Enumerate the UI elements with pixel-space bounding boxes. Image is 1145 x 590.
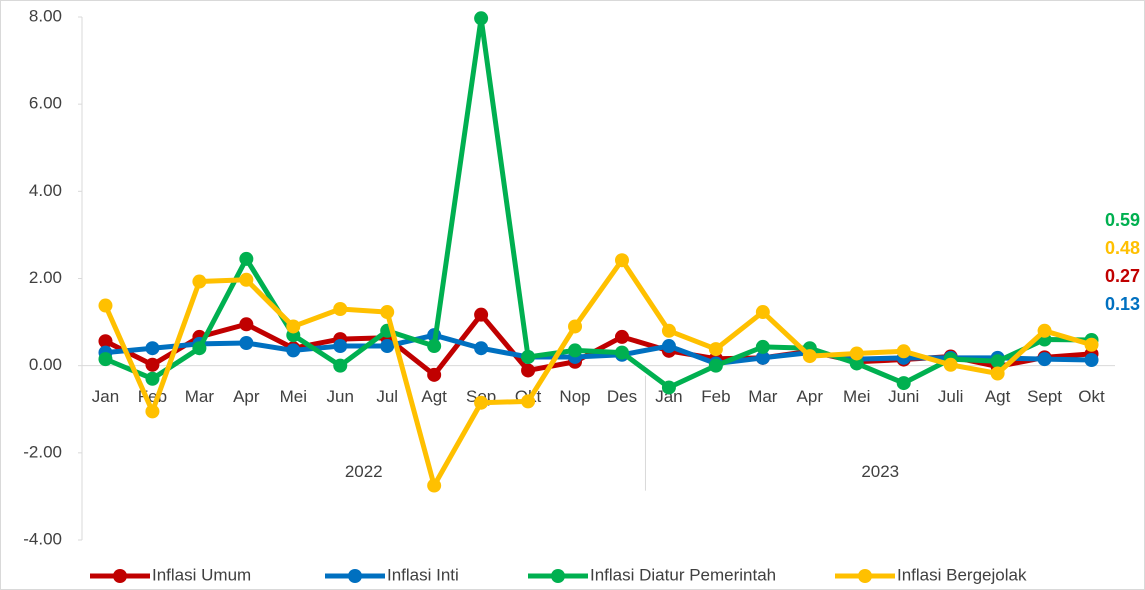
legend-label: Inflasi Inti (387, 565, 459, 584)
data-point (286, 319, 301, 334)
data-point (192, 341, 207, 356)
y-tick-label: -2.00 (23, 442, 62, 461)
x-tick-label: Agt (985, 387, 1011, 406)
data-point (708, 342, 723, 357)
data-point (990, 354, 1005, 369)
data-point (661, 323, 676, 338)
data-point (521, 363, 536, 378)
data-point (896, 376, 911, 391)
data-point (474, 395, 489, 410)
data-point (333, 358, 348, 373)
data-point (614, 329, 629, 344)
series-line (103, 257, 1093, 489)
data-point (380, 339, 395, 354)
y-tick-label: 0.00 (29, 355, 62, 374)
data-point (427, 478, 442, 493)
data-point (145, 357, 160, 372)
data-point (849, 346, 864, 361)
data-point (521, 349, 536, 364)
y-tick-label: 6.00 (29, 94, 62, 113)
data-point (849, 356, 864, 371)
data-point (943, 357, 958, 372)
legend-marker (113, 569, 127, 583)
x-tick-label: Sept (1027, 387, 1062, 406)
data-point (98, 298, 113, 313)
x-tick-label: Des (607, 387, 637, 406)
data-point (755, 305, 770, 320)
data-point (661, 339, 676, 354)
end-value-label: 0.27 (1105, 266, 1140, 286)
x-tick-label: Mei (280, 387, 307, 406)
data-point (192, 274, 207, 289)
x-tick-label: Apr (233, 387, 260, 406)
group-label: 2023 (861, 462, 899, 481)
legend-marker (348, 569, 362, 583)
end-value-label: 0.13 (1105, 294, 1140, 314)
x-tick-label: Mar (185, 387, 215, 406)
data-point (286, 343, 301, 358)
data-point (755, 339, 770, 354)
data-point (239, 251, 254, 266)
data-point (145, 404, 160, 419)
data-point (1037, 323, 1052, 338)
data-point (239, 336, 254, 351)
data-point (802, 349, 817, 364)
data-point (380, 305, 395, 320)
data-point (239, 272, 254, 287)
legend-marker (551, 569, 565, 583)
x-tick-label: Jan (92, 387, 119, 406)
x-tick-label: Jun (327, 387, 354, 406)
data-point (614, 253, 629, 268)
x-tick-label: Mei (843, 387, 870, 406)
data-point (755, 350, 770, 365)
x-tick-label: Jul (376, 387, 398, 406)
x-tick-label: Agt (421, 387, 447, 406)
y-tick-label: -4.00 (23, 529, 62, 548)
x-tick-label: Mar (748, 387, 778, 406)
legend-label: Inflasi Umum (152, 565, 251, 584)
y-tick-label: 8.00 (29, 6, 62, 25)
data-point (1084, 337, 1099, 352)
group-label: 2022 (345, 462, 383, 481)
x-tick-label: Okt (1078, 387, 1105, 406)
data-point (145, 371, 160, 386)
legend-label: Inflasi Bergejolak (897, 565, 1027, 584)
end-value-label: 0.48 (1105, 238, 1140, 258)
data-point (474, 11, 489, 26)
data-point (521, 394, 536, 409)
x-tick-label: Nop (559, 387, 590, 406)
data-point (568, 343, 583, 358)
data-point (614, 345, 629, 360)
data-point (98, 352, 113, 367)
x-tick-label: Jan (655, 387, 682, 406)
legend-label: Inflasi Diatur Pemerintah (590, 565, 776, 584)
data-point (708, 358, 723, 373)
series-line (104, 15, 1092, 390)
data-point (661, 380, 676, 395)
data-point (896, 344, 911, 359)
data-point (333, 339, 348, 354)
data-point (145, 341, 160, 356)
data-point (990, 366, 1005, 381)
x-tick-label: Juni (888, 387, 919, 406)
y-tick-label: 4.00 (29, 181, 62, 200)
legend-marker (858, 569, 872, 583)
data-point (98, 334, 113, 349)
data-point (1084, 353, 1099, 368)
data-point (427, 367, 442, 382)
x-tick-label: Feb (701, 387, 730, 406)
data-point (333, 302, 348, 317)
data-point (427, 339, 442, 354)
end-value-label: 0.59 (1105, 210, 1140, 230)
data-point (474, 341, 489, 356)
data-point (568, 319, 583, 334)
data-point (474, 307, 489, 322)
y-tick-label: 2.00 (29, 268, 62, 287)
x-tick-label: Apr (797, 387, 824, 406)
data-point (1037, 352, 1052, 367)
data-point (239, 317, 254, 332)
x-tick-label: Juli (938, 387, 964, 406)
